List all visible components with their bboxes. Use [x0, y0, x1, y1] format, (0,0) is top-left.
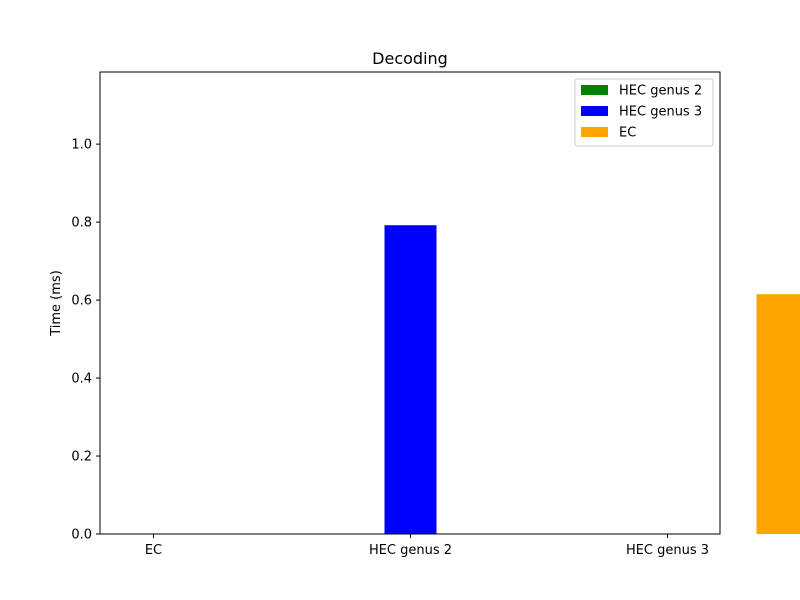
legend-swatch — [581, 85, 608, 95]
bars-layer — [384, 225, 800, 534]
legend-label: HEC genus 3 — [619, 105, 702, 120]
bar-hec-genus-3-hec-genus-2 — [384, 225, 437, 534]
y-axis: 0.0 0.2 0.4 0.6 0.8 1.0 — [71, 138, 100, 543]
y-tick-label: 0.0 — [71, 528, 92, 543]
legend-label: HEC genus 2 — [619, 84, 702, 99]
x-tick-label: HEC genus 3 — [626, 543, 709, 558]
y-tick-label: 0.4 — [71, 372, 92, 387]
bar-ec-hec-genus-3 — [756, 294, 800, 534]
y-axis-label: Time (ms) — [49, 270, 64, 337]
legend-label: EC — [619, 126, 636, 141]
y-tick-label: 0.6 — [71, 294, 92, 309]
x-tick-label: EC — [145, 543, 162, 558]
legend-box — [574, 78, 714, 147]
legend-swatch — [581, 106, 608, 116]
legend: HEC genus 2 HEC genus 3 EC — [574, 78, 714, 147]
y-tick-label: 0.8 — [71, 216, 92, 231]
legend-swatch — [581, 127, 608, 137]
x-tick-label: HEC genus 2 — [369, 543, 452, 558]
y-tick-label: 0.2 — [71, 450, 92, 465]
x-axis: EC HEC genus 2 HEC genus 3 — [145, 534, 709, 558]
y-tick-label: 1.0 — [71, 138, 92, 153]
chart-title: Decoding — [372, 49, 448, 68]
